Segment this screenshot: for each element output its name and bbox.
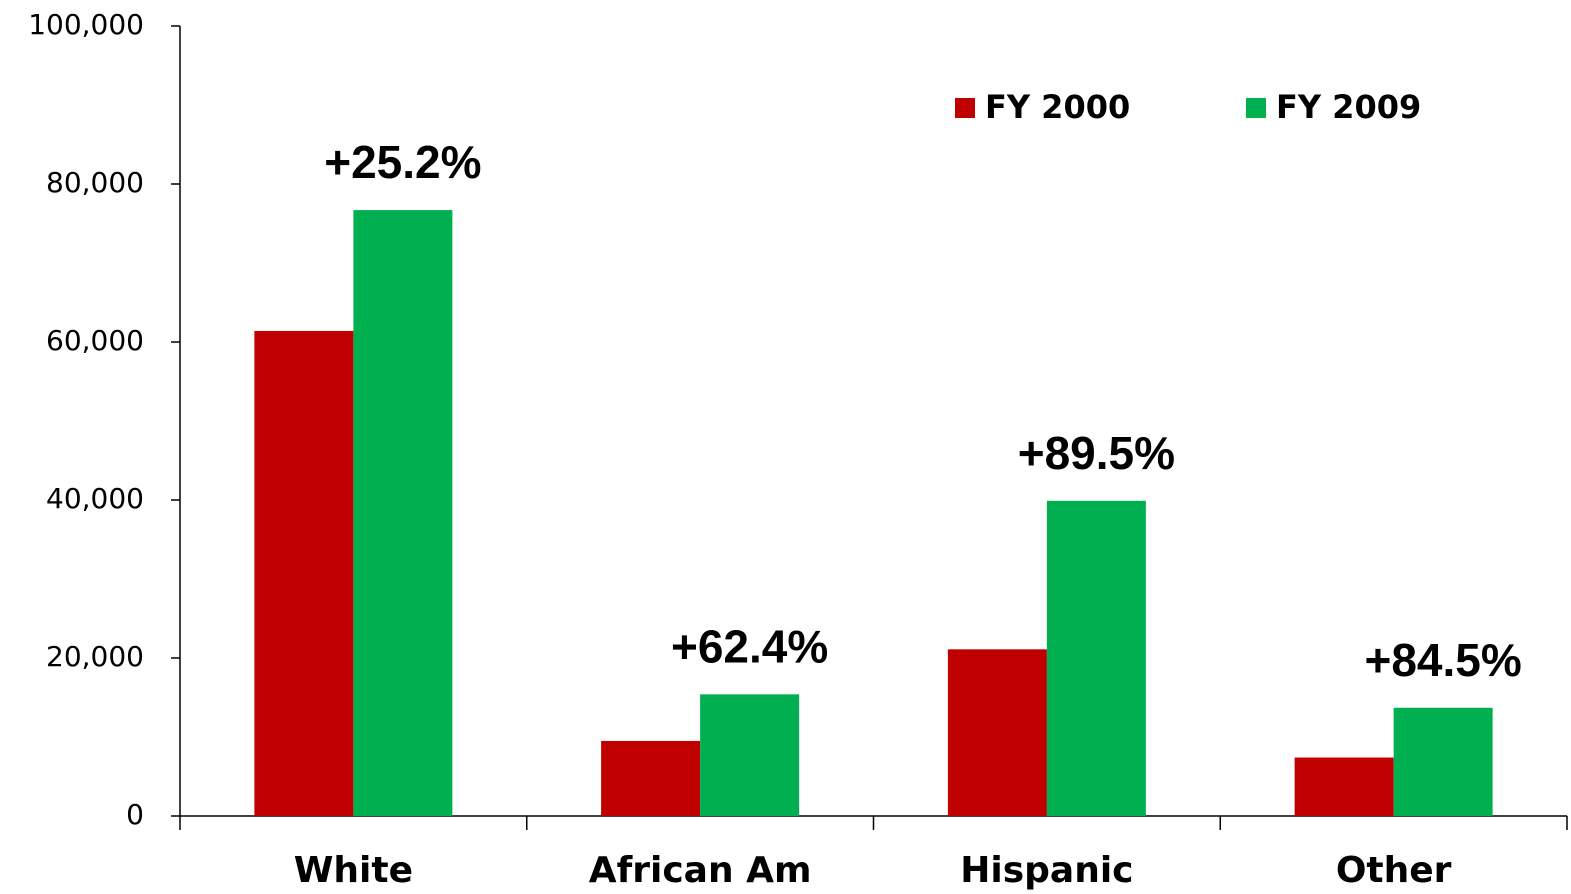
y-tick-label: 100,000 (28, 8, 144, 41)
bar (947, 649, 1047, 816)
annotation: +62.4% (671, 620, 828, 672)
x-tick-label: Hispanic (960, 850, 1133, 891)
y-tick-label: 40,000 (46, 482, 144, 515)
x-tick-label: White (294, 850, 413, 891)
x-tick-label: Other (1336, 850, 1452, 891)
x-tick-label: African Am (589, 850, 812, 891)
annotation: +84.5% (1364, 634, 1521, 686)
bar (700, 694, 800, 816)
legend-label: FY 2000 (985, 88, 1130, 126)
bar (601, 740, 701, 816)
legend-label: FY 2009 (1276, 88, 1421, 126)
y-tick-label: 0 (126, 798, 144, 831)
bar (1294, 757, 1394, 816)
y-tick-label: 60,000 (46, 324, 144, 357)
bar (1046, 500, 1146, 816)
y-tick-label: 20,000 (46, 640, 144, 673)
legend-swatch (1246, 98, 1266, 118)
bar (353, 210, 453, 816)
y-tick-label: 80,000 (46, 166, 144, 199)
bar (254, 330, 354, 816)
annotation: +89.5% (1018, 427, 1175, 479)
bar (1393, 707, 1493, 816)
legend-swatch (955, 98, 975, 118)
annotation: +25.2% (324, 136, 481, 188)
